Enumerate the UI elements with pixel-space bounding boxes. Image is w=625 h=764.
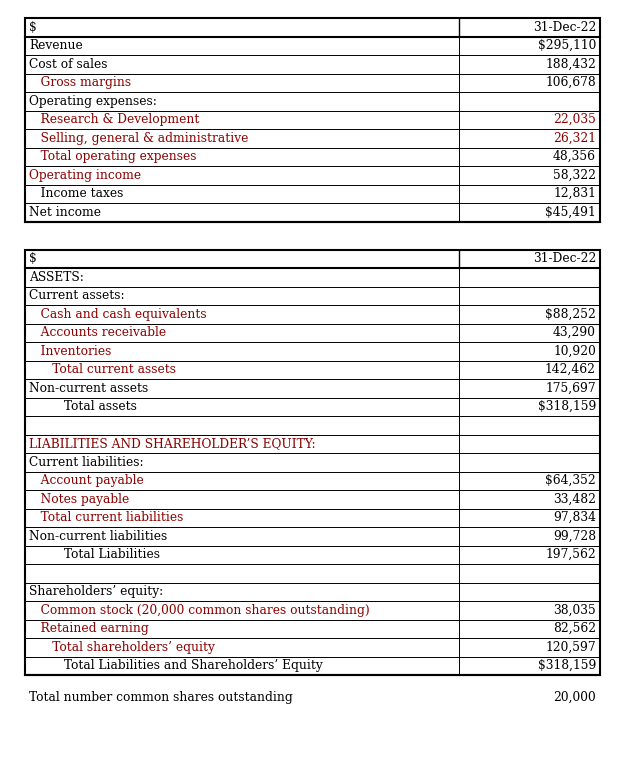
Text: $: $: [29, 252, 37, 265]
Text: 120,597: 120,597: [546, 641, 596, 654]
Text: ASSETS:: ASSETS:: [29, 270, 84, 283]
Text: 99,728: 99,728: [553, 529, 596, 542]
Text: 58,322: 58,322: [553, 169, 596, 182]
Text: Research & Development: Research & Development: [29, 113, 199, 126]
Text: LIABILITIES AND SHAREHOLDER’S EQUITY:: LIABILITIES AND SHAREHOLDER’S EQUITY:: [29, 437, 316, 450]
Text: Non-current assets: Non-current assets: [29, 382, 148, 395]
Text: 33,482: 33,482: [553, 493, 596, 506]
Text: $: $: [29, 21, 37, 34]
Text: Total shareholders’ equity: Total shareholders’ equity: [29, 641, 215, 654]
Text: 43,290: 43,290: [553, 326, 596, 339]
Text: Selling, general & administrative: Selling, general & administrative: [29, 131, 248, 144]
Text: Total Liabilities and Shareholders’ Equity: Total Liabilities and Shareholders’ Equi…: [29, 659, 322, 672]
Bar: [25, 18, 600, 222]
Text: Income taxes: Income taxes: [29, 187, 123, 200]
Text: Revenue: Revenue: [29, 39, 82, 52]
Text: 142,462: 142,462: [545, 363, 596, 376]
Text: 10,920: 10,920: [553, 345, 596, 358]
Text: 48,356: 48,356: [553, 151, 596, 163]
Text: Account payable: Account payable: [29, 474, 144, 487]
Text: Accounts receivable: Accounts receivable: [29, 326, 166, 339]
Text: Net income: Net income: [29, 206, 101, 219]
Text: 26,321: 26,321: [553, 131, 596, 144]
Text: Non-current liabilities: Non-current liabilities: [29, 529, 168, 542]
Text: 20,000: 20,000: [553, 691, 596, 704]
Text: 22,035: 22,035: [553, 113, 596, 126]
Text: 106,678: 106,678: [545, 76, 596, 89]
Text: $318,159: $318,159: [538, 659, 596, 672]
Text: Total current assets: Total current assets: [29, 363, 176, 376]
Text: Shareholders’ equity:: Shareholders’ equity:: [29, 585, 163, 598]
Text: Cost of sales: Cost of sales: [29, 58, 108, 71]
Text: Retained earning: Retained earning: [29, 622, 149, 635]
Text: 188,432: 188,432: [545, 58, 596, 71]
Text: Gross margins: Gross margins: [29, 76, 131, 89]
Text: Current assets:: Current assets:: [29, 290, 124, 303]
Text: Total number common shares outstanding: Total number common shares outstanding: [29, 691, 292, 704]
Text: Total Liabilities: Total Liabilities: [29, 549, 160, 562]
Bar: [25, 250, 600, 675]
Text: 38,035: 38,035: [553, 604, 596, 617]
Text: Current liabilities:: Current liabilities:: [29, 456, 144, 469]
Text: Notes payable: Notes payable: [29, 493, 129, 506]
Text: 97,834: 97,834: [553, 511, 596, 524]
Text: Operating income: Operating income: [29, 169, 141, 182]
Text: 197,562: 197,562: [545, 549, 596, 562]
Text: $64,352: $64,352: [545, 474, 596, 487]
Text: Cash and cash equivalents: Cash and cash equivalents: [29, 308, 207, 321]
Text: Total operating expenses: Total operating expenses: [29, 151, 196, 163]
Text: 31-Dec-22: 31-Dec-22: [532, 252, 596, 265]
Text: $88,252: $88,252: [545, 308, 596, 321]
Text: 12,831: 12,831: [553, 187, 596, 200]
Text: 82,562: 82,562: [553, 622, 596, 635]
Text: 175,697: 175,697: [546, 382, 596, 395]
Text: $295,110: $295,110: [538, 39, 596, 52]
Text: Common stock (20,000 common shares outstanding): Common stock (20,000 common shares outst…: [29, 604, 370, 617]
Text: $45,491: $45,491: [545, 206, 596, 219]
Text: $318,159: $318,159: [538, 400, 596, 413]
Text: Operating expenses:: Operating expenses:: [29, 95, 157, 108]
Text: 31-Dec-22: 31-Dec-22: [532, 21, 596, 34]
Text: Total assets: Total assets: [29, 400, 137, 413]
Text: Total current liabilities: Total current liabilities: [29, 511, 183, 524]
Text: Inventories: Inventories: [29, 345, 111, 358]
